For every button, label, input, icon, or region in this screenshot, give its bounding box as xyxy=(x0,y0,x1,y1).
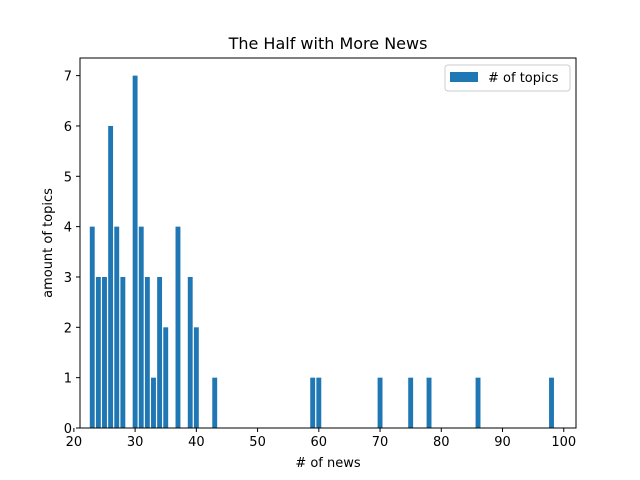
bar-23 xyxy=(89,226,95,428)
x-axis-label: # of news xyxy=(295,456,361,471)
bar-30 xyxy=(132,75,138,428)
legend-box xyxy=(444,64,571,92)
bar-32 xyxy=(144,276,150,428)
bar-26 xyxy=(108,125,114,429)
x-tick-label: 90 xyxy=(494,435,511,450)
bar-34 xyxy=(157,276,163,428)
bar-60 xyxy=(316,377,322,428)
legend: # of topics xyxy=(444,64,571,92)
bar-86 xyxy=(475,377,481,428)
bar-24 xyxy=(95,276,101,428)
legend-swatch xyxy=(450,72,478,82)
plot-frame xyxy=(79,57,577,429)
y-tick-label: 4 xyxy=(64,221,72,236)
x-tick-label: 80 xyxy=(433,435,450,450)
bar-40 xyxy=(193,327,199,428)
bar-39 xyxy=(187,276,193,428)
bar-59 xyxy=(310,377,316,428)
bar-78 xyxy=(426,377,432,428)
y-tick-label: 1 xyxy=(64,372,72,387)
y-tick-label: 5 xyxy=(64,170,72,185)
bar-33 xyxy=(151,377,156,428)
x-axis-ticks: 20 30 40 50 60 70 80 90 100 xyxy=(66,428,576,450)
bar-35 xyxy=(163,327,169,428)
bar-70 xyxy=(377,377,383,428)
x-tick-label: 20 xyxy=(66,435,83,450)
bar-25 xyxy=(102,276,107,428)
x-tick-label: 50 xyxy=(249,435,266,450)
legend-label: # of topics xyxy=(488,71,559,86)
bar-27 xyxy=(114,226,120,428)
y-tick-label: 3 xyxy=(64,271,72,286)
y-tick-label: 2 xyxy=(64,321,72,336)
bar-43 xyxy=(212,377,218,428)
x-tick-label: 60 xyxy=(311,435,328,450)
y-tick-label: 7 xyxy=(64,70,72,85)
bar-75 xyxy=(408,377,414,428)
bar-28 xyxy=(120,276,126,428)
y-tick-label: 6 xyxy=(64,120,72,135)
bar-98 xyxy=(549,377,554,428)
bar-37 xyxy=(175,226,181,428)
x-tick-label: 70 xyxy=(372,435,389,450)
x-tick-label: 100 xyxy=(551,435,576,450)
y-axis-label: amount of topics xyxy=(41,188,56,298)
y-tick-label: 0 xyxy=(64,422,72,437)
x-tick-label: 30 xyxy=(127,435,144,450)
bars-layer xyxy=(89,75,554,429)
bar-31 xyxy=(138,226,144,428)
x-tick-label: 40 xyxy=(188,435,205,450)
chart-title: The Half with More News xyxy=(228,34,428,53)
y-axis-ticks: 0 1 2 3 4 5 6 7 xyxy=(64,70,80,437)
